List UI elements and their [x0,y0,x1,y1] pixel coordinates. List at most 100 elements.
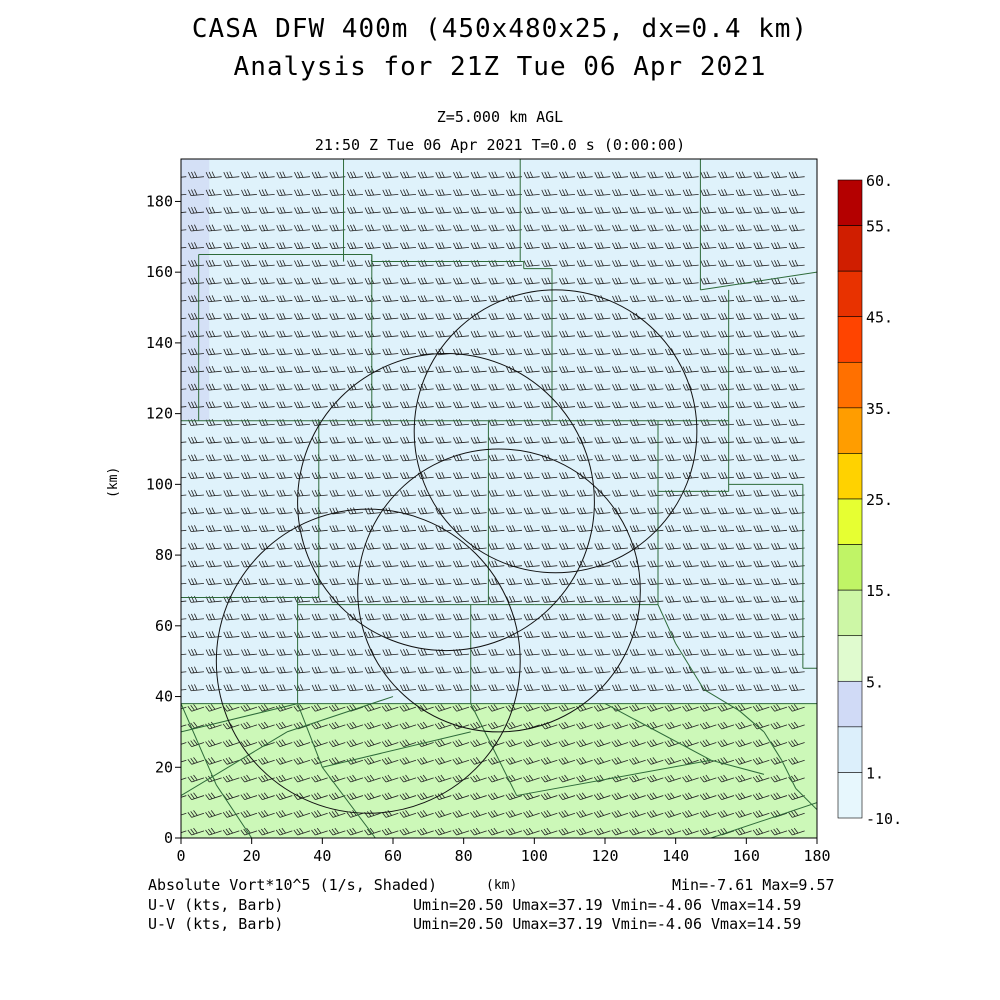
wind-barb [346,827,364,836]
wind-barb [700,613,717,621]
wind-barb [735,348,752,356]
wind-barb [435,578,452,586]
wind-barb [488,312,505,320]
wind-barb [647,189,664,197]
wind-barb [506,312,523,320]
wind-barb [329,295,346,303]
wind-barb [241,171,258,179]
wind-barb [329,648,346,656]
wind-barb [576,542,593,550]
wind-barb [541,648,558,656]
wind-barb [434,757,452,765]
wind-barb [470,171,487,179]
wind-barb [205,295,222,303]
wind-barb [735,721,752,730]
wind-barb [347,277,364,285]
wind-barb [364,206,381,214]
wind-barb [329,206,346,214]
wind-barb [646,810,664,818]
wind-barb [181,353,187,355]
wind-barb [188,206,205,214]
wind-barb [222,774,240,783]
wind-barb [205,224,222,232]
wind-barb [382,401,399,409]
colorbar-label: 1. [866,764,884,782]
wind-barb [187,757,205,765]
wind-barb [576,666,593,674]
wind-barb [487,774,505,783]
wind-barb [611,774,629,783]
wind-barb [400,330,417,338]
wind-barb [188,171,205,179]
wind-barb [612,365,629,373]
wind-barb [241,684,258,692]
wind-barb [294,295,311,303]
wind-barb [364,774,381,783]
county-line [604,703,712,761]
wind-barb [294,578,311,586]
wind-barb [347,684,364,692]
wind-barb [400,684,417,692]
wind-barb [523,277,540,285]
wind-barb [453,312,470,320]
wind-barb [788,206,805,214]
wind-barb [682,472,699,479]
wind-barb [735,489,752,497]
colorbar-bin [837,589,863,637]
wind-barb [205,792,222,801]
wind-barb [347,365,364,373]
wind-barb [788,383,805,391]
wind-barb [612,206,629,214]
wind-barb [222,827,240,836]
wind-barb [347,171,364,179]
wind-barb [181,211,187,213]
wind-barb [364,560,381,568]
wind-barb [540,704,558,712]
wind-barb [735,757,752,765]
wind-barb [470,277,487,285]
wind-barb [788,739,805,748]
wind-barb [699,792,717,801]
wind-barb [788,312,805,320]
wind-barb [593,810,611,818]
wind-barb [505,810,523,818]
wind-barb [576,348,593,356]
wind-barb [241,312,258,320]
wind-barb [523,312,540,320]
wind-barb [435,472,452,479]
wind-barb [576,774,593,783]
wind-barb [435,666,452,674]
wind-barb [559,489,576,497]
wind-barb [682,189,699,197]
wind-barb [470,810,487,818]
wind-barb [665,330,682,338]
wind-barb [241,224,258,232]
colorbar-bin [837,544,863,591]
wind-barb [523,631,540,639]
wind-barb [382,312,399,320]
wind-barb [682,704,699,712]
wind-barb [347,259,364,267]
wind-barb [506,330,523,338]
wind-barb [770,774,788,783]
wind-barb [558,757,576,765]
wind-barb [453,171,470,179]
wind-barb [311,684,328,692]
wind-barb [258,312,275,320]
wind-barb [223,330,240,338]
wind-barb [258,578,275,586]
wind-barb [611,721,629,730]
wind-barb [718,277,735,285]
wind-barb [188,189,205,197]
wind-barb [629,542,646,550]
wind-barb [434,827,452,836]
wind-barb [506,348,523,356]
wind-barb [382,489,399,497]
wind-barb [541,224,558,232]
wind-barb [771,648,788,656]
wind-barb [381,827,399,836]
wind-barb [523,810,540,818]
wind-barb [347,401,364,409]
wind-barb [506,277,523,285]
wind-barb [735,613,752,621]
